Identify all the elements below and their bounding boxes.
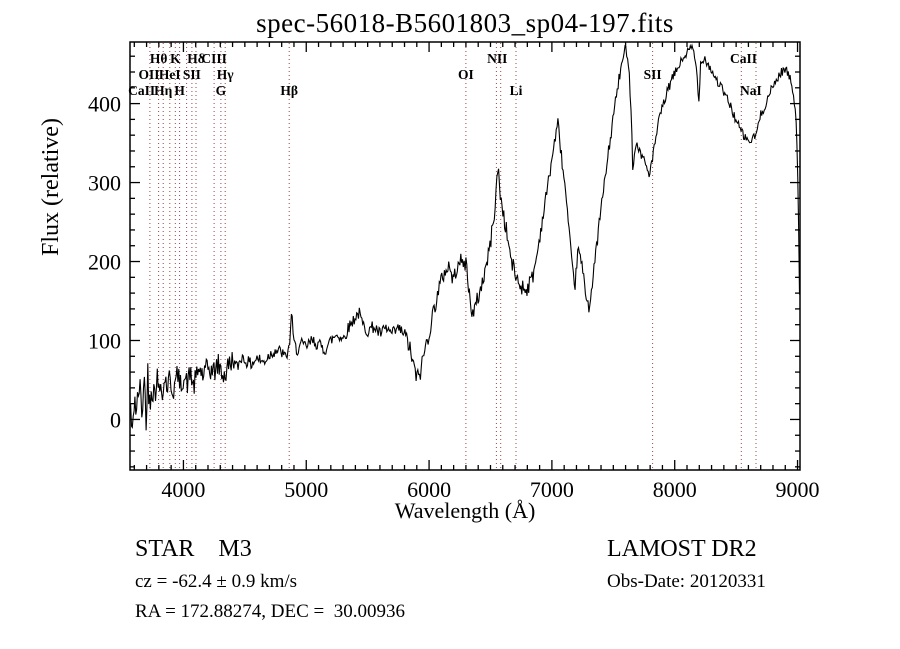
spectral-line-label: CIII — [201, 51, 227, 66]
x-tick-labels: 4000 5000 6000 7000 8000 9000 — [161, 477, 819, 502]
spectral-line-label: Hη — [154, 83, 173, 98]
spectral-line-label: CaII — [128, 83, 155, 98]
y-tick-label: 100 — [88, 328, 121, 353]
spectral-line-label: NII — [487, 51, 507, 66]
x-tick-label: 7000 — [530, 477, 574, 502]
ra-dec-text: RA = 172.88274, DEC = 30.00936 — [135, 601, 406, 622]
spectral-line-label: NaI — [740, 83, 762, 98]
spectral-line-markers — [149, 43, 757, 469]
axis-ticks — [130, 42, 800, 470]
spectral-line-label: H — [174, 83, 185, 98]
x-axis-label: Wavelength (Å) — [394, 498, 536, 523]
chart-title: spec-56018-B5601803_sp04-197.fits — [256, 8, 674, 38]
spectral-line-label: Li — [510, 83, 523, 98]
y-tick-label: 300 — [88, 171, 121, 196]
spectral-line-label: SII — [644, 67, 662, 82]
y-tick-label: 0 — [110, 407, 121, 432]
spectral-line-label: Hγ — [217, 67, 235, 82]
survey-text: LAMOST DR2 — [607, 536, 757, 562]
plot-border — [129, 41, 801, 471]
obs-date-text: Obs-Date: 20120331 — [607, 571, 766, 592]
spectral-line-label: SII — [183, 67, 201, 82]
x-tick-label: 5000 — [284, 477, 328, 502]
y-tick-label: 200 — [88, 250, 121, 275]
x-tick-label: 6000 — [407, 477, 451, 502]
object-class-text: STAR M3 — [135, 536, 252, 562]
y-tick-labels: 0 100 200 300 400 — [88, 92, 121, 433]
spectral-line-label: HeI — [159, 67, 181, 82]
radial-velocity-text: cz = -62.4 ± 0.9 km/s — [135, 571, 298, 592]
spectral-line-label: CaII — [730, 51, 757, 66]
x-tick-label: 8000 — [653, 477, 697, 502]
x-tick-label: 4000 — [161, 477, 205, 502]
spectrum-plot: 4000 5000 6000 7000 8000 9000 0 100 200 300 400 Hθ K… — [88, 41, 820, 502]
spectral-line-label: G — [216, 83, 227, 98]
spectral-line-label: K — [170, 51, 181, 66]
spectral-line-label: Hθ — [150, 51, 168, 66]
x-tick-label: 9000 — [776, 477, 820, 502]
flux-spectrum-path — [130, 43, 800, 431]
y-tick-label: 400 — [88, 92, 121, 117]
spectral-line-label: OII — [139, 67, 160, 82]
spectral-line-label: OI — [458, 67, 474, 82]
spectral-line-label: Hβ — [280, 83, 298, 98]
spectral-line-label: Hδ — [187, 51, 205, 66]
